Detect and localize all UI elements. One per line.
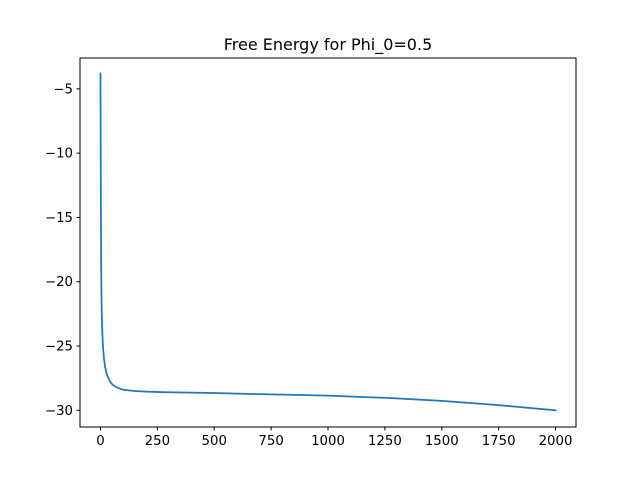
y-tick-label: −5: [53, 82, 73, 97]
x-tick-label: 1750: [482, 434, 516, 449]
y-tick-label: −30: [45, 404, 73, 419]
x-tick-label: 1500: [425, 434, 459, 449]
x-tick-label: 0: [96, 434, 104, 449]
y-tick-label: −25: [45, 340, 73, 355]
ticks-layer: 0 250 500 750 1000 1250 1500 1750 2000 −5 −10 −15 −2…: [45, 82, 573, 449]
x-tick-label: 2000: [539, 434, 573, 449]
x-tick-label: 250: [145, 434, 170, 449]
y-tick-label: −20: [45, 275, 73, 290]
y-tick-label: −15: [45, 211, 73, 226]
x-tick-label: 750: [258, 434, 283, 449]
free-energy-series-line: [99, 72, 557, 412]
y-tick-label: −10: [45, 147, 73, 162]
x-tick-label: 1250: [368, 434, 402, 449]
series-layer: [99, 72, 557, 412]
x-tick-label: 500: [202, 434, 227, 449]
plot-area-frame: [79, 57, 577, 428]
x-tick-label: 1000: [311, 434, 345, 449]
chart-title: Free Energy for Phi_0=0.5: [224, 35, 433, 55]
